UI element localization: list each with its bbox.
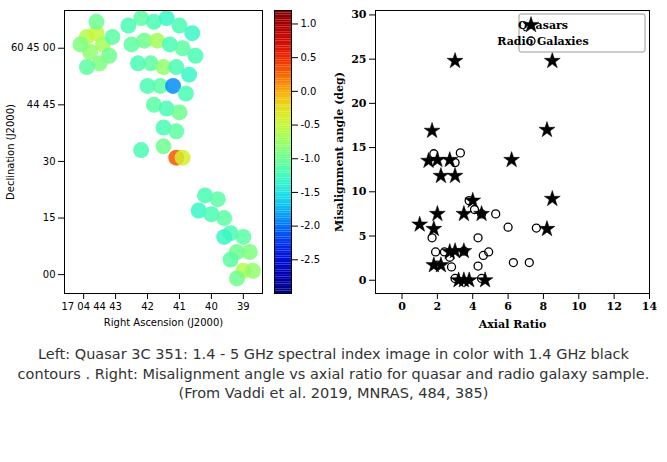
svg-text:10: 10: [351, 185, 367, 198]
svg-text:44 45: 44 45: [27, 99, 56, 110]
html-text:Left: Quasar 3C 351: 1.4 - 5 G: Left: Quasar 3C 351: 1.4 - 5 GHz spectra…: [17, 346, 650, 382]
svg-text:0: 0: [398, 300, 406, 313]
svg-text:4: 4: [469, 300, 477, 313]
svg-text:40: 40: [205, 301, 218, 312]
svg-text:0.5: 0.5: [301, 52, 317, 63]
svg-text:12: 12: [606, 300, 621, 313]
svg-text:5: 5: [359, 230, 367, 243]
svg-text:42: 42: [141, 301, 154, 312]
svg-text:60 45 00: 60 45 00: [11, 42, 56, 53]
svg-text:14: 14: [642, 300, 658, 313]
svg-text:43: 43: [109, 301, 122, 312]
svg-text:25: 25: [351, 53, 366, 66]
html-text:(From Vaddi et al. 2019, MNRAS: (From Vaddi et al. 2019, MNRAS, 484, 385…: [178, 385, 489, 402]
svg-text:30: 30: [43, 156, 56, 167]
svg-text:30: 30: [351, 8, 367, 21]
svg-text:39: 39: [237, 301, 250, 312]
svg-text:Quasars: Quasars: [518, 19, 568, 32]
svg-text:Misalignment angle (deg): Misalignment angle (deg): [333, 72, 346, 232]
svg-text:0.0: 0.0: [301, 86, 317, 97]
svg-text:6: 6: [504, 300, 512, 313]
svg-text:20: 20: [351, 97, 367, 110]
svg-text:Right Ascension (J2000): Right Ascension (J2000): [104, 317, 223, 328]
svg-text:41: 41: [173, 301, 186, 312]
svg-text:-1.5: -1.5: [301, 187, 321, 198]
svg-text:15: 15: [351, 141, 366, 154]
svg-text:-1.0: -1.0: [301, 153, 321, 164]
svg-text:Axial Ratio: Axial Ratio: [478, 318, 547, 331]
svg-text:1.0: 1.0: [301, 18, 317, 29]
svg-text:-2.5: -2.5: [301, 254, 321, 265]
svg-text:17 04 44: 17 04 44: [61, 301, 106, 312]
svg-text:Declination (J2000): Declination (J2000): [5, 104, 16, 200]
svg-text:10: 10: [571, 300, 587, 313]
svg-text:15: 15: [43, 212, 56, 223]
svg-text:-2.0: -2.0: [301, 220, 321, 231]
svg-text:0: 0: [359, 274, 367, 287]
svg-text:-0.5: -0.5: [301, 119, 321, 130]
svg-text:Radio Galaxies: Radio Galaxies: [497, 35, 588, 48]
svg-text:00: 00: [43, 269, 56, 280]
svg-text:8: 8: [540, 300, 548, 313]
svg-text:2: 2: [434, 300, 442, 313]
